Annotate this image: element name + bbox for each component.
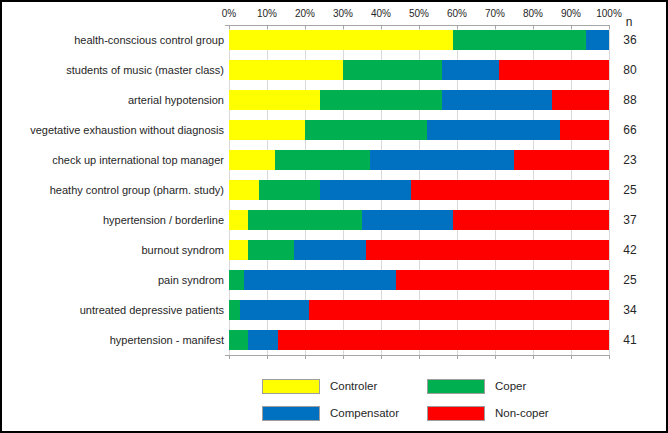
bar-row	[229, 150, 609, 170]
bar-segment-compensator	[362, 210, 453, 230]
category-label: hypertension / borderline	[6, 205, 224, 235]
bar-segment-compensator	[244, 270, 396, 290]
legend-swatch-controler	[262, 379, 320, 394]
legend-swatch-compensator	[262, 406, 320, 421]
n-value: 42	[609, 235, 651, 265]
bar-segment-controler	[229, 210, 248, 230]
bar-segment-coper	[248, 210, 362, 230]
legend-swatch-non-coper	[427, 406, 485, 421]
bar-segment-non-coper	[396, 270, 609, 290]
bar-row	[229, 300, 609, 320]
bar-segment-compensator	[586, 30, 609, 50]
bar-segment-compensator	[320, 180, 411, 200]
category-label: hypertension - manifest	[6, 325, 224, 355]
bar-segment-coper	[248, 240, 294, 260]
x-axis-tick-label: 80%	[513, 8, 553, 19]
bar-segment-controler	[229, 90, 320, 110]
bar-segment-non-coper	[278, 330, 609, 350]
bar-segment-coper	[320, 90, 442, 110]
bar-segment-coper	[229, 330, 248, 350]
category-label: vegetative exhaustion without diagnosis	[6, 115, 224, 145]
x-axis-tick-label: 100%	[589, 8, 629, 19]
bar-row	[229, 60, 609, 80]
category-label: health-conscious control group	[6, 25, 224, 55]
legend-label-controler: Controler	[330, 379, 377, 394]
bar-segment-non-coper	[499, 60, 609, 80]
x-axis-tick-label: 60%	[437, 8, 477, 19]
bar-segment-coper	[229, 270, 244, 290]
bar-segment-coper	[305, 120, 427, 140]
bar-segment-controler	[229, 30, 453, 50]
x-axis-tick	[609, 355, 610, 359]
x-axis-line-bottom	[225, 355, 609, 356]
bar-row	[229, 30, 609, 50]
bar-row	[229, 330, 609, 350]
x-axis-tick-label: 90%	[551, 8, 591, 19]
category-label: untreated depressive patients	[6, 295, 224, 325]
bar-segment-non-coper	[552, 90, 609, 110]
stacked-bar-chart: n 0%10%20%30%40%50%60%70%80%90%100%healt…	[0, 0, 668, 433]
x-axis-tick-label: 10%	[247, 8, 287, 19]
bar-row	[229, 90, 609, 110]
bar-segment-coper	[259, 180, 320, 200]
n-value: 25	[609, 175, 651, 205]
bar-row	[229, 240, 609, 260]
x-axis-tick-label: 50%	[399, 8, 439, 19]
n-value: 34	[609, 295, 651, 325]
n-value: 80	[609, 55, 651, 85]
n-value: 36	[609, 25, 651, 55]
bar-segment-compensator	[427, 120, 560, 140]
x-axis-tick-label: 30%	[323, 8, 363, 19]
bar-segment-controler	[229, 150, 275, 170]
bar-segment-controler	[229, 120, 305, 140]
category-label: heathy control group (pharm. study)	[6, 175, 224, 205]
bar-segment-non-coper	[309, 300, 609, 320]
bar-segment-compensator	[442, 90, 552, 110]
n-value: 66	[609, 115, 651, 145]
bar-segment-coper	[229, 300, 240, 320]
category-label: pain syndrom	[6, 265, 224, 295]
legend-label-coper: Coper	[495, 379, 526, 394]
x-axis-tick-label: 20%	[285, 8, 325, 19]
bar-segment-compensator	[442, 60, 499, 80]
bar-segment-compensator	[370, 150, 514, 170]
bar-segment-compensator	[294, 240, 366, 260]
bar-segment-coper	[275, 150, 370, 170]
category-label: burnout syndrom	[6, 235, 224, 265]
bar-segment-controler	[229, 60, 343, 80]
n-value: 25	[609, 265, 651, 295]
bar-segment-non-coper	[411, 180, 609, 200]
bar-segment-compensator	[240, 300, 308, 320]
bar-segment-non-coper	[560, 120, 609, 140]
x-axis-tick-label: 40%	[361, 8, 401, 19]
bar-segment-compensator	[248, 330, 278, 350]
legend-swatch-coper	[427, 379, 485, 394]
x-axis-tick-label: 0%	[209, 8, 249, 19]
n-value: 41	[609, 325, 651, 355]
n-value: 88	[609, 85, 651, 115]
x-axis-tick-label: 70%	[475, 8, 515, 19]
bar-row	[229, 210, 609, 230]
n-value: 37	[609, 205, 651, 235]
category-label: check up international top manager	[6, 145, 224, 175]
bar-segment-controler	[229, 240, 248, 260]
legend-label-compensator: Compensator	[330, 406, 399, 421]
bar-segment-coper	[453, 30, 586, 50]
bar-row	[229, 180, 609, 200]
bar-row	[229, 270, 609, 290]
bar-segment-non-coper	[366, 240, 609, 260]
bar-row	[229, 120, 609, 140]
legend-label-non-coper: Non-coper	[495, 406, 549, 421]
bar-segment-non-coper	[514, 150, 609, 170]
bar-segment-controler	[229, 180, 259, 200]
bar-segment-non-coper	[453, 210, 609, 230]
category-label: students of music (master class)	[6, 55, 224, 85]
x-axis-line-top	[225, 25, 609, 26]
category-label: arterial hypotension	[6, 85, 224, 115]
n-value: 23	[609, 145, 651, 175]
bar-segment-coper	[343, 60, 442, 80]
